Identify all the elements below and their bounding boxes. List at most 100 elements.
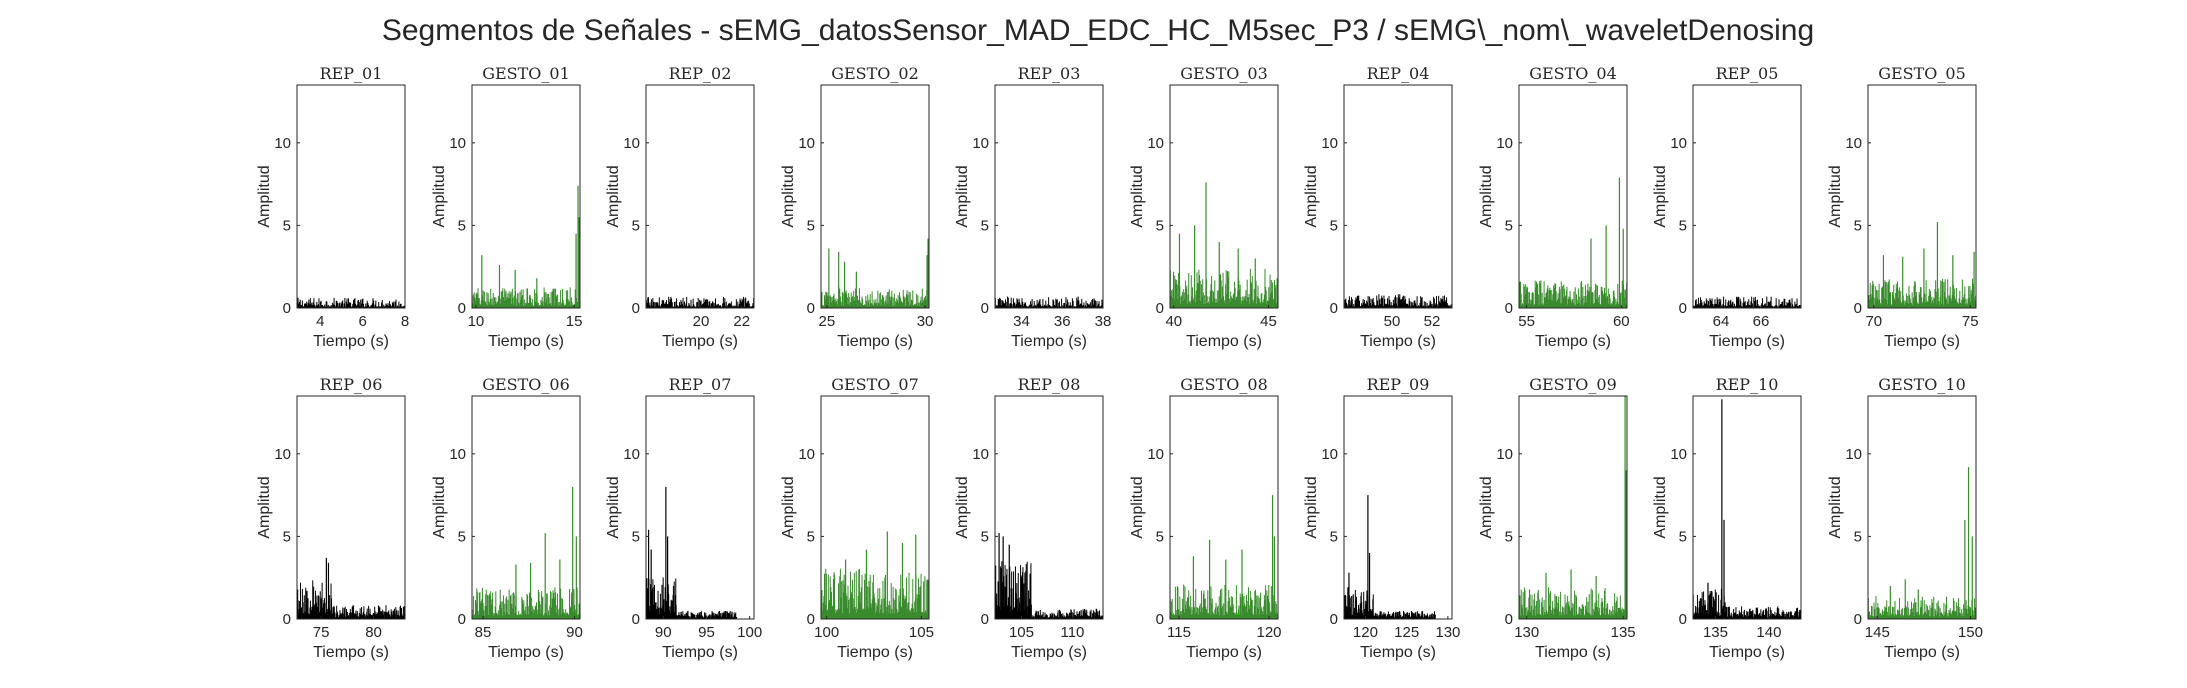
y-tick-label: 5: [1330, 217, 1338, 234]
x-axis-label: Tiempo (s): [313, 644, 389, 661]
axes-box: [1169, 84, 1279, 309]
y-tick-label: 10: [972, 135, 989, 152]
subplot-gesto-07: 0 5 10 100 105 GESTO_07 Tiempo (s) Amplitud: [780, 375, 934, 661]
axes-frame: [1692, 84, 1802, 309]
signal-series: [1343, 495, 1436, 619]
subplot-title: REP_09: [1367, 375, 1430, 394]
x-tick-label: 70: [1865, 313, 1882, 330]
x-tick-label: 80: [365, 624, 382, 641]
x-tick-label: 22: [733, 313, 750, 330]
y-axis-label: Amplitud: [1827, 476, 1844, 538]
y-tick-label: 0: [981, 300, 989, 317]
x-tick-label: 75: [313, 624, 330, 641]
axes-box: [1867, 395, 1977, 620]
y-tick-label: 0: [632, 611, 640, 628]
y-tick-label: 10: [1670, 446, 1687, 463]
signal-series: [1518, 396, 1628, 619]
axes-box: [820, 84, 930, 309]
signal-series: [296, 557, 406, 619]
y-tick-label: 0: [1156, 611, 1164, 628]
y-tick-label: 0: [1505, 300, 1513, 317]
x-tick-label: 90: [566, 624, 583, 641]
x-axis-label: Tiempo (s): [1884, 333, 1960, 350]
x-tick-label: 120: [1256, 624, 1281, 641]
y-tick-label: 5: [807, 217, 815, 234]
x-tick-label: 100: [814, 624, 839, 641]
subplot-title: GESTO_10: [1878, 375, 1966, 394]
axes-frame: [645, 395, 755, 620]
subplot-title: GESTO_05: [1878, 64, 1966, 83]
x-tick-label: 115: [1167, 624, 1191, 641]
y-tick-label: 5: [632, 217, 640, 234]
subplot-rep-05: 0 5 10 64 66 REP_05 Tiempo (s) Amplitud: [1652, 64, 1802, 350]
y-tick-label: 10: [449, 446, 466, 463]
y-axis-label: Amplitud: [780, 476, 797, 538]
x-tick-label: 135: [1703, 624, 1728, 641]
x-tick-label: 4: [316, 313, 324, 330]
y-tick-label: 10: [1321, 135, 1338, 152]
x-tick-label: 40: [1165, 313, 1182, 330]
axes-box: [1169, 395, 1279, 620]
x-tick-label: 50: [1384, 313, 1401, 330]
y-tick-label: 0: [283, 611, 291, 628]
subplot-gesto-01: 0 5 10 10 15 GESTO_01 Tiempo (s) Amplitud: [431, 64, 582, 350]
y-tick-label: 5: [807, 528, 815, 545]
subplot-rep-09: 0 5 10 120 125 130 REP_09 Tiempo (s) Amplitud: [1303, 375, 1460, 661]
x-tick-label: 20: [693, 313, 710, 330]
x-tick-label: 52: [1424, 313, 1441, 330]
y-axis-label: Amplitud: [1827, 165, 1844, 227]
axes-frame: [1692, 395, 1802, 620]
y-tick-label: 5: [981, 528, 989, 545]
x-tick-label: 130: [1514, 624, 1539, 641]
signal-series: [1169, 495, 1279, 619]
y-axis-label: Amplitud: [1478, 476, 1495, 538]
axes-frame: [994, 395, 1104, 620]
x-axis-label: Tiempo (s): [1709, 644, 1785, 661]
axes-frame: [471, 84, 581, 309]
y-tick-label: 10: [1845, 446, 1862, 463]
x-tick-label: 85: [475, 624, 492, 641]
axes-frame: [1518, 84, 1628, 309]
y-tick-label: 10: [1496, 446, 1513, 463]
x-tick-label: 140: [1756, 624, 1781, 641]
signal-series: [1867, 467, 1977, 619]
x-axis-label: Tiempo (s): [1709, 333, 1785, 350]
x-tick-label: 110: [1060, 624, 1084, 641]
y-tick-label: 10: [1496, 135, 1513, 152]
y-tick-label: 10: [274, 135, 291, 152]
y-tick-label: 0: [458, 300, 466, 317]
y-tick-label: 5: [458, 528, 466, 545]
axes-box: [471, 84, 581, 309]
x-axis-label: Tiempo (s): [1535, 644, 1611, 661]
axes-frame: [1343, 84, 1453, 309]
axes-box: [645, 84, 755, 309]
y-tick-label: 0: [458, 611, 466, 628]
y-tick-label: 5: [1156, 217, 1164, 234]
x-tick-label: 45: [1260, 313, 1277, 330]
x-axis-label: Tiempo (s): [1360, 644, 1436, 661]
subplot-rep-10: 0 5 10 135 140 REP_10 Tiempo (s) Amplitud: [1652, 375, 1802, 661]
y-tick-label: 10: [623, 446, 640, 463]
x-axis-label: Tiempo (s): [1360, 333, 1436, 350]
subplot-title: GESTO_01: [482, 64, 570, 83]
subplot-gesto-06: 0 5 10 85 90 GESTO_06 Tiempo (s) Amplitud: [431, 375, 583, 661]
x-axis-label: Tiempo (s): [313, 333, 389, 350]
subplot-title: REP_06: [320, 375, 383, 394]
y-tick-label: 10: [1147, 446, 1164, 463]
y-tick-label: 0: [1679, 300, 1687, 317]
axes-frame: [1343, 395, 1453, 620]
axes-box: [1692, 395, 1802, 620]
y-axis-label: Amplitud: [256, 165, 273, 227]
signal-series: [1692, 399, 1802, 619]
subplot-gesto-10: 0 5 10 145 150 GESTO_10 Tiempo (s) Amplitud: [1827, 375, 1983, 661]
subplot-title: REP_04: [1367, 64, 1430, 83]
y-tick-label: 0: [981, 611, 989, 628]
y-tick-label: 0: [1854, 300, 1862, 317]
y-axis-label: Amplitud: [431, 165, 448, 227]
y-axis-label: Amplitud: [1303, 165, 1320, 227]
figure-title: Segmentos de Señales - sEMG_datosSensor_…: [382, 14, 1814, 47]
subplot-title: REP_01: [320, 64, 383, 83]
x-tick-label: 105: [1009, 624, 1034, 641]
axes-frame: [1169, 84, 1279, 309]
